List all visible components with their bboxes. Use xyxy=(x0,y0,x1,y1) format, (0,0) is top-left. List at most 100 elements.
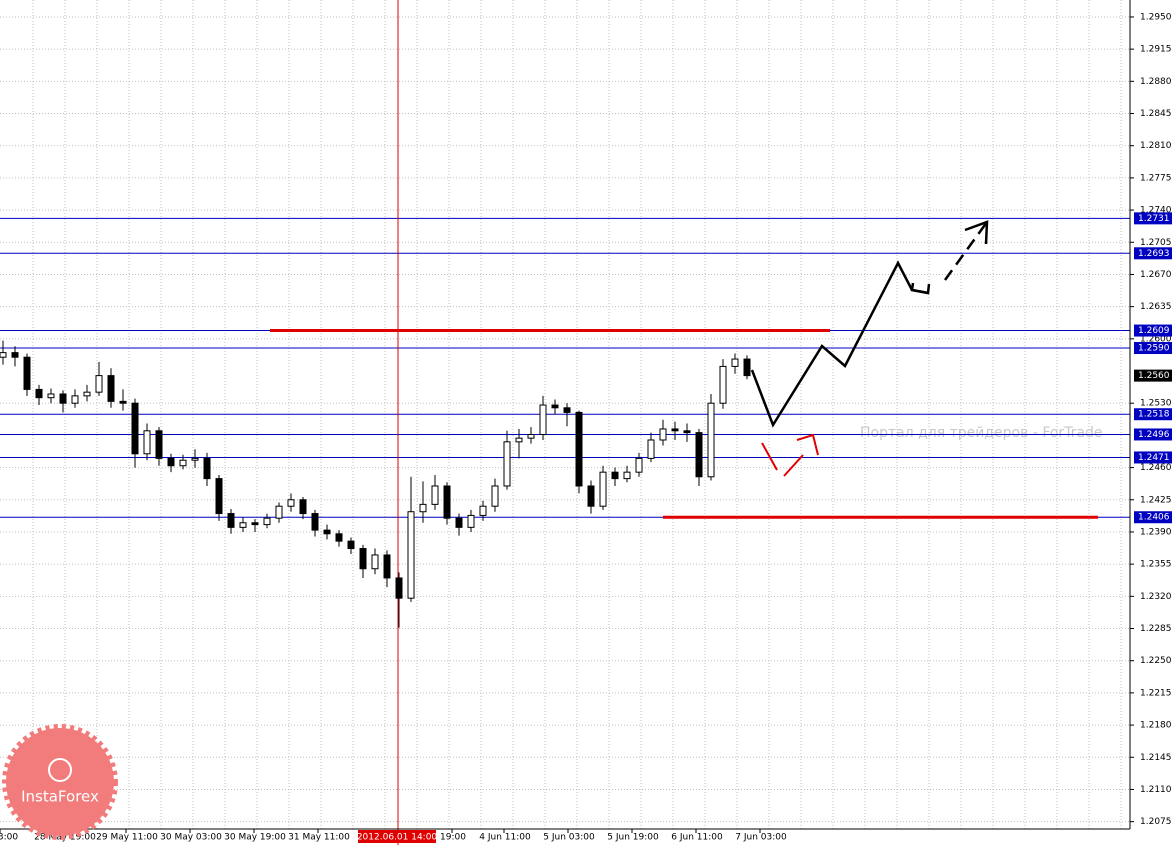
level-label: 1.2609 xyxy=(1138,326,1170,336)
candle-body xyxy=(251,522,259,526)
candle-body xyxy=(167,457,175,467)
candle-body xyxy=(227,513,235,528)
price-label-box xyxy=(1134,369,1172,382)
candle-body xyxy=(47,393,55,399)
candle-body xyxy=(455,517,463,528)
candle-body xyxy=(323,529,331,535)
candle-body xyxy=(515,437,523,443)
candle-body xyxy=(443,485,451,519)
y-tick-label: 1.2215 xyxy=(1140,688,1172,698)
x-tick-label: 4 Jun 11:00 xyxy=(479,833,531,843)
logo: InstaForex xyxy=(2,724,118,840)
level-label: 1.2693 xyxy=(1138,249,1170,259)
alt-arrowhead xyxy=(796,433,819,456)
candle-body xyxy=(347,540,355,550)
level-label-box xyxy=(1134,342,1172,355)
candle-body xyxy=(419,503,427,513)
candle-body xyxy=(35,388,43,399)
y-tick-label: 1.2145 xyxy=(1140,753,1172,763)
candle-body xyxy=(551,404,559,409)
level-label: 1.2731 xyxy=(1138,214,1170,224)
level-label: 1.2406 xyxy=(1138,513,1170,523)
candle-body xyxy=(671,428,679,432)
candle-body xyxy=(695,432,703,478)
candle-body xyxy=(707,402,715,478)
level-label: 1.2471 xyxy=(1138,453,1170,463)
candle-body xyxy=(503,441,511,487)
y-tick-label: 1.2320 xyxy=(1140,592,1172,602)
logo-text: InstaForex xyxy=(21,788,99,806)
level-label-box xyxy=(1134,324,1172,337)
x-tick-label: 5 Jun 03:00 xyxy=(543,833,595,843)
level-label-box xyxy=(1134,428,1172,441)
y-tick-label: 1.2740 xyxy=(1140,206,1172,216)
y-tick-label: 1.2390 xyxy=(1140,527,1172,537)
y-tick-label: 1.2705 xyxy=(1140,238,1172,248)
candle-body xyxy=(743,358,751,377)
price-label: 1.2560 xyxy=(1138,371,1170,381)
candle-body xyxy=(179,459,187,467)
level-label: 1.2496 xyxy=(1138,430,1170,440)
y-tick-label: 1.2425 xyxy=(1140,495,1172,505)
y-tick-label: 1.2530 xyxy=(1140,399,1172,409)
y-tick-label: 1.2355 xyxy=(1140,560,1172,570)
y-tick-label: 1.2110 xyxy=(1140,785,1172,795)
candle-body xyxy=(155,430,163,459)
y-tick-label: 1.2845 xyxy=(1140,109,1172,119)
y-tick-label: 1.2600 xyxy=(1140,334,1172,344)
y-tick-label: 1.2180 xyxy=(1140,721,1172,731)
level-label-box xyxy=(1134,212,1172,225)
candle-body xyxy=(395,577,403,599)
y-tick-label: 1.2670 xyxy=(1140,270,1172,280)
forecast-arrowhead xyxy=(964,220,989,245)
axis-labels: 1.2075 1.2110 1.2145 1.2180 1.2215 1.2250 1.22… xyxy=(0,12,1172,843)
level-label-box xyxy=(1134,247,1172,260)
y-tick-label: 1.2915 xyxy=(1140,45,1172,55)
candle-body xyxy=(107,375,115,402)
candle-body xyxy=(119,400,127,404)
y-tick-label: 1.2635 xyxy=(1140,302,1172,312)
alt-path xyxy=(783,454,804,477)
y-tick-label: 1.2285 xyxy=(1140,624,1172,634)
candle-body xyxy=(299,499,307,515)
candle-body xyxy=(467,514,475,528)
candle-body xyxy=(635,457,643,473)
x-tick-label: 29 May 11:00 xyxy=(96,833,158,843)
x-tick-label: 30 May 19:00 xyxy=(224,833,286,843)
candle-body xyxy=(215,478,223,515)
candle-body xyxy=(59,393,67,404)
candles xyxy=(0,340,751,628)
candle-body xyxy=(335,533,343,542)
level-label: 1.2590 xyxy=(1138,344,1170,354)
x-tick-label: 31 May 11:00 xyxy=(288,833,350,843)
candle-body xyxy=(383,554,391,579)
forecast-path xyxy=(750,260,929,428)
candle-body xyxy=(311,513,319,531)
x-tick-label: 6 Jun 11:00 xyxy=(671,833,723,843)
candle-body xyxy=(587,485,595,507)
candle-body xyxy=(371,554,379,570)
y-tick-label: 1.2950 xyxy=(1140,12,1172,22)
cursor-label-box xyxy=(358,830,436,843)
levels xyxy=(0,217,1130,519)
candle-body xyxy=(659,428,667,441)
candle-body xyxy=(83,391,91,397)
candle-body xyxy=(407,511,415,599)
x-tick-label: 19:00 xyxy=(440,833,466,843)
level-label-box xyxy=(1134,451,1172,464)
candle-body xyxy=(647,439,655,459)
candle-body xyxy=(203,457,211,480)
candle-body xyxy=(491,485,499,507)
candle-body xyxy=(431,485,439,505)
candle-body xyxy=(275,505,283,519)
alt-path xyxy=(761,442,778,471)
candle-body xyxy=(527,433,535,439)
candle-body xyxy=(23,356,31,390)
y-tick-label: 1.2775 xyxy=(1140,173,1172,183)
level-label-box xyxy=(1134,511,1172,524)
candle-body xyxy=(599,471,607,507)
x-tick-label: 5 Jun 19:00 xyxy=(607,833,659,843)
candle-body xyxy=(623,471,631,480)
